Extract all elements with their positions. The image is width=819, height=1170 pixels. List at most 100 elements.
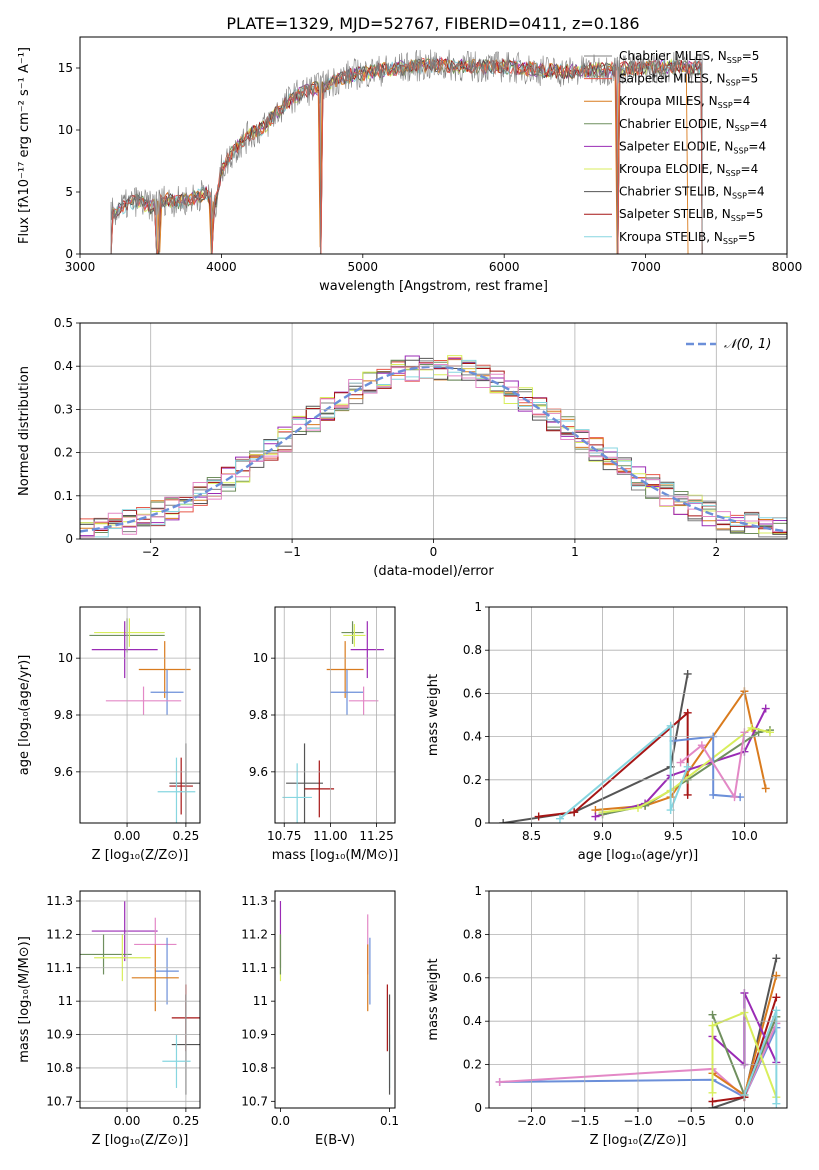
x-axis-label: Z [log₁₀(Z/Z⊙)] bbox=[92, 1133, 189, 1148]
y-axis-label: Normed distribution bbox=[17, 366, 32, 496]
y-tick-label: 5 bbox=[65, 185, 73, 199]
x-tick-label: −2 bbox=[142, 545, 160, 559]
spectrum-line bbox=[110, 58, 703, 254]
y-axis-label: mass weight bbox=[426, 958, 441, 1040]
y-tick-label: 10.7 bbox=[46, 1094, 73, 1108]
series-marker bbox=[634, 803, 642, 812]
plot-area bbox=[499, 669, 774, 823]
x-tick-label: −1.0 bbox=[623, 1114, 652, 1128]
y-tick-label: 0.2 bbox=[54, 446, 73, 460]
y-axis-label: Flux [fλ10⁻¹⁷ erg cm⁻² s⁻¹ A⁻¹] bbox=[17, 47, 32, 244]
series-marker bbox=[495, 1077, 504, 1086]
x-tick-label: 0.00 bbox=[114, 829, 141, 843]
series-marker bbox=[772, 954, 781, 963]
y-tick-label: 0.8 bbox=[463, 643, 482, 657]
series-marker bbox=[761, 784, 770, 793]
x-tick-label: 0.0 bbox=[735, 1114, 754, 1128]
spectrum-line bbox=[110, 57, 703, 254]
series-marker bbox=[709, 790, 718, 799]
y-tick-label: 0.2 bbox=[463, 1058, 482, 1072]
chart-mass-vs-Z: 0.00 0.25 10.7 10.8 10.9 11 11.1 11.2 11.3 Z [log… bbox=[17, 890, 201, 1148]
x-axis-label: (data-model)/error bbox=[373, 564, 494, 579]
plot-frame bbox=[488, 890, 788, 1109]
chart-mass-vs-ebv: 0.0 0.1 10.7 10.8 10.9 11 11.1 11.2 11.3 E(B-V) bbox=[241, 890, 399, 1148]
series-marker bbox=[534, 812, 543, 821]
y-tick-label: 10 bbox=[58, 123, 73, 137]
x-axis-label: Z [log₁₀(Z/Z⊙)] bbox=[92, 848, 189, 863]
y-tick-label: 11.3 bbox=[241, 894, 268, 908]
plot-area bbox=[279, 901, 391, 1095]
plot-area bbox=[282, 621, 384, 823]
x-tick-label: 0.25 bbox=[173, 1114, 200, 1128]
series-marker bbox=[683, 669, 692, 678]
x-tick-label: 8000 bbox=[772, 260, 803, 274]
x-tick-label: −2.0 bbox=[517, 1114, 546, 1128]
series-marker bbox=[708, 1010, 717, 1019]
series-line bbox=[538, 710, 689, 818]
series-line bbox=[679, 732, 746, 800]
plot-area bbox=[80, 901, 200, 1095]
y-tick-label: 0 bbox=[474, 816, 482, 830]
legend: Chabrier MILES, NSSP=5 Salpeter MILES, NS… bbox=[584, 49, 767, 246]
y-tick-label: 0.4 bbox=[463, 1014, 482, 1028]
legend-label: Chabrier MILES, NSSP=5 bbox=[619, 49, 759, 65]
x-axis-label: mass [log₁₀(M/M⊙)] bbox=[272, 848, 399, 863]
series-marker bbox=[761, 704, 770, 713]
y-tick-label: 0.6 bbox=[463, 971, 482, 985]
plot-area bbox=[89, 618, 200, 823]
y-tick-label: 0.2 bbox=[463, 773, 482, 787]
series-marker bbox=[591, 812, 600, 821]
x-axis-label: age [log₁₀(age/yr)] bbox=[578, 848, 699, 863]
legend-label: Kroupa STELIB, NSSP=5 bbox=[619, 230, 756, 246]
y-tick-label: 11 bbox=[58, 994, 73, 1008]
y-tick-label: 9.8 bbox=[249, 708, 268, 722]
series-marker bbox=[683, 762, 692, 771]
y-tick-label: 9.8 bbox=[54, 708, 73, 722]
plot-frame bbox=[274, 890, 396, 1109]
y-tick-label: 11.1 bbox=[241, 961, 268, 975]
plot-frame bbox=[488, 606, 788, 824]
x-tick-label: 8.5 bbox=[522, 829, 541, 843]
y-tick-label: 0 bbox=[474, 1101, 482, 1115]
chart-spectrum: Chabrier MILES, NSSP=5 Salpeter MILES, NS… bbox=[17, 36, 803, 294]
series-marker bbox=[772, 993, 781, 1002]
legend-label: Salpeter STELIB, NSSP=5 bbox=[619, 207, 763, 223]
spectrum-line bbox=[110, 57, 703, 254]
y-tick-label: 11.2 bbox=[241, 927, 268, 941]
series-marker bbox=[676, 758, 685, 767]
x-tick-label: 0.00 bbox=[114, 1114, 141, 1128]
x-tick-label: 5000 bbox=[348, 260, 379, 274]
y-tick-label: 0.5 bbox=[54, 316, 73, 330]
y-tick-label: 11.3 bbox=[46, 894, 73, 908]
y-tick-label: 10 bbox=[58, 651, 73, 665]
series-marker bbox=[708, 1097, 717, 1106]
x-tick-label: 11.25 bbox=[359, 829, 393, 843]
series-marker bbox=[765, 728, 774, 737]
y-tick-label: 0.8 bbox=[463, 927, 482, 941]
series-marker bbox=[683, 790, 692, 799]
legend-label: Kroupa MILES, NSSP=4 bbox=[619, 94, 750, 110]
y-tick-label: 11 bbox=[253, 994, 268, 1008]
series-marker bbox=[772, 1099, 781, 1108]
series-marker bbox=[772, 971, 781, 980]
x-tick-label: −0.5 bbox=[677, 1114, 706, 1128]
y-tick-label: 1 bbox=[474, 884, 482, 898]
y-tick-label: 10.8 bbox=[241, 1061, 268, 1075]
y-tick-label: 10.9 bbox=[241, 1028, 268, 1042]
spectrum-line bbox=[110, 58, 703, 254]
spectrum-line bbox=[110, 56, 703, 254]
x-tick-label: 6000 bbox=[489, 260, 520, 274]
x-tick-label: −1.5 bbox=[570, 1114, 599, 1128]
y-tick-label: 0 bbox=[65, 247, 73, 261]
x-tick-label: 0 bbox=[430, 545, 438, 559]
y-tick-label: 10.9 bbox=[46, 1028, 73, 1042]
series-marker bbox=[730, 793, 739, 802]
spectrum-line bbox=[110, 49, 703, 254]
y-tick-label: 10.8 bbox=[46, 1061, 73, 1075]
y-tick-label: 11.1 bbox=[46, 961, 73, 975]
y-tick-label: 0.6 bbox=[463, 686, 482, 700]
series-marker bbox=[683, 708, 692, 717]
legend-label: Kroupa ELODIE, NSSP=4 bbox=[619, 162, 758, 178]
chart-massweight-vs-Z: −2.0 −1.5 −1.0 −0.5 0.0 0 0.2 0.4 0.6 0.8 1 Z [log₁… bbox=[426, 884, 788, 1148]
y-axis-label: age [log₁₀(age/yr)] bbox=[17, 655, 32, 776]
